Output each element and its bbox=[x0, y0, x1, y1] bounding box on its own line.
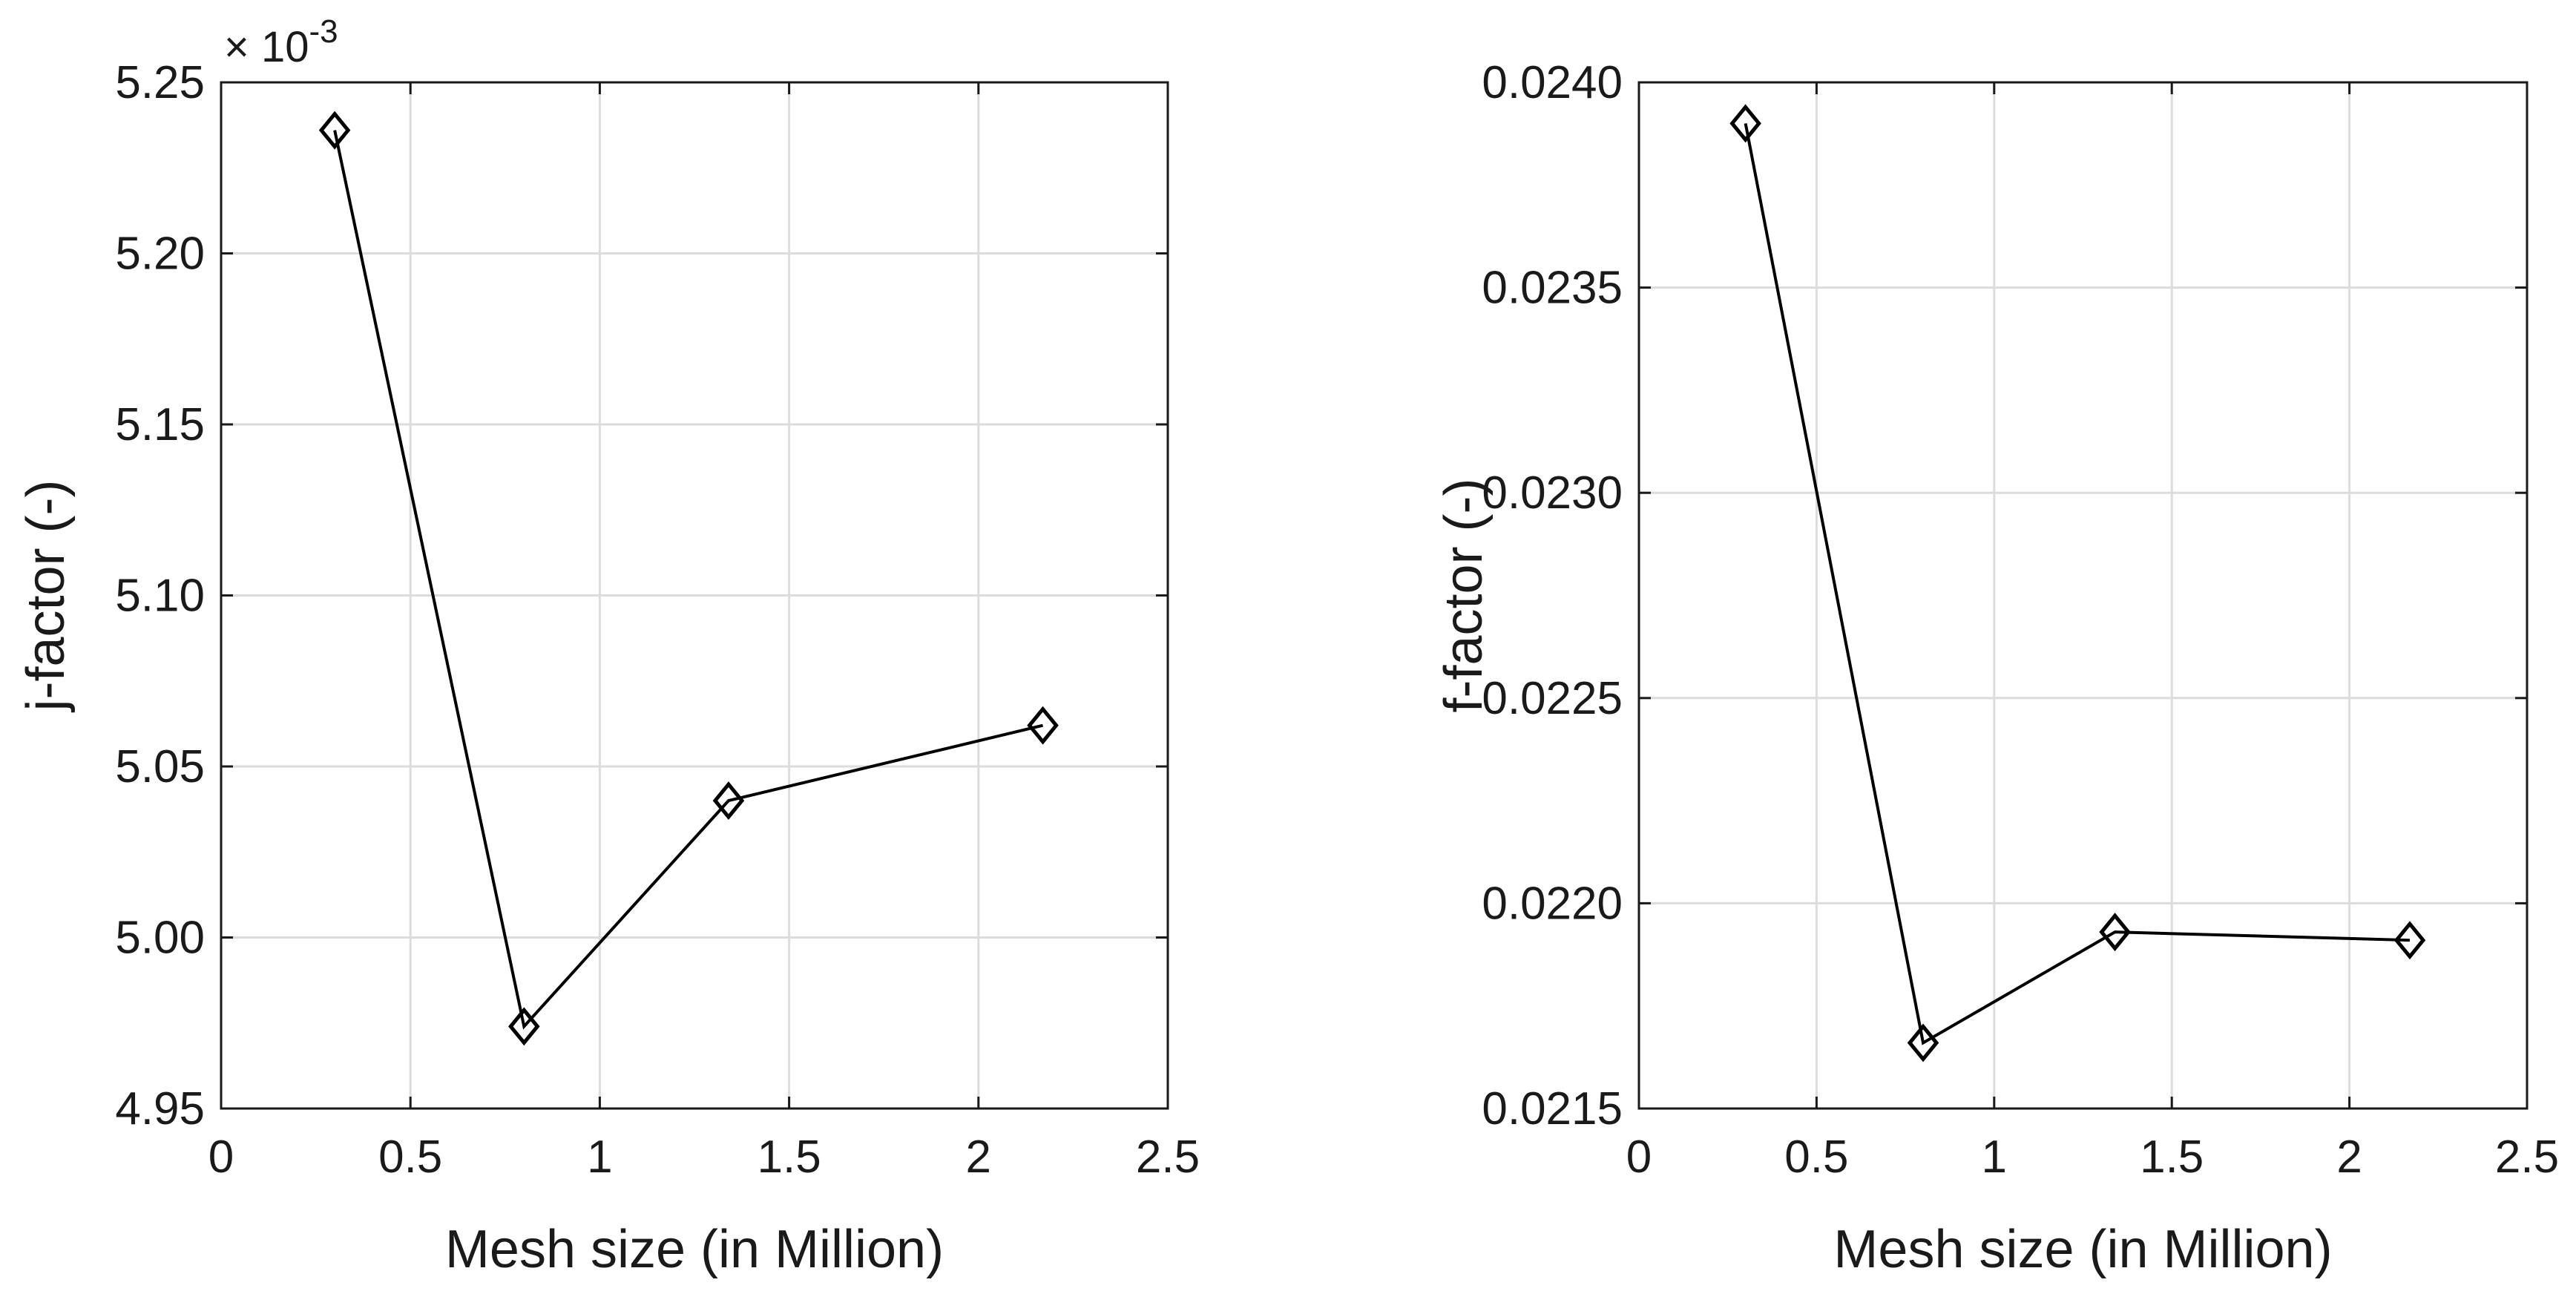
x-axis-label: Mesh size (in Million) bbox=[1833, 1220, 2332, 1279]
y-tick-label: 5.15 bbox=[115, 399, 205, 450]
y-axis-label: j-factor (-) bbox=[16, 480, 76, 713]
y-tick-label: 5.25 bbox=[115, 57, 205, 108]
x-tick-label: 0.5 bbox=[1784, 1132, 1848, 1183]
series-line bbox=[333, 130, 1044, 1030]
y-axis-label: f-factor (-) bbox=[1434, 479, 1494, 713]
y-tick-label: 4.95 bbox=[115, 1083, 205, 1134]
y-tick-label: 5.10 bbox=[115, 571, 205, 622]
x-tick-label: 2.5 bbox=[2495, 1132, 2559, 1183]
chart-f-factor: 0 0.5 1 1.5 2 2.5 0.02150.02200.02250.02300.0… bbox=[1434, 57, 2559, 1279]
x-tick-labels: 0 0.5 1 1.5 2 2.5 bbox=[1626, 1132, 2559, 1183]
exponent-power: -3 bbox=[309, 13, 338, 50]
x-tick-label: 2 bbox=[966, 1132, 991, 1183]
chart-j-factor: 0 0.5 1 1.5 2 2.5 4.95 5.00 5.05 5.10 5.15 5.20 5.2… bbox=[16, 13, 1200, 1279]
y-tick-label: 0.0235 bbox=[1482, 263, 1623, 314]
y-tick-label: 0.0230 bbox=[1482, 467, 1623, 519]
x-tick-label: 1 bbox=[1982, 1132, 2007, 1183]
axes-box bbox=[1637, 81, 2529, 1110]
x-axis-label: Mesh size (in Million) bbox=[445, 1220, 944, 1279]
x-tick-label: 2.5 bbox=[1136, 1132, 1200, 1183]
y-tick-label: 0.0240 bbox=[1482, 57, 1623, 108]
data-point bbox=[1027, 706, 1059, 745]
data-point bbox=[2099, 913, 2131, 952]
data-point bbox=[2393, 921, 2426, 960]
y-tick-label: 5.05 bbox=[115, 741, 205, 792]
x-tick-label: 1 bbox=[587, 1132, 612, 1183]
y-tick-label: 5.20 bbox=[115, 229, 205, 280]
tick-marks bbox=[1637, 81, 2529, 1110]
x-tick-label: 0 bbox=[208, 1132, 234, 1183]
data-point bbox=[318, 111, 351, 150]
data-markers bbox=[318, 111, 1059, 1046]
exponent-base: × 10 bbox=[224, 23, 309, 71]
series-line bbox=[1744, 122, 2411, 1045]
x-tick-labels: 0 0.5 1 1.5 2 2.5 bbox=[208, 1132, 1200, 1183]
x-tick-label: 1.5 bbox=[2140, 1132, 2204, 1183]
data-point bbox=[712, 781, 745, 821]
data-point bbox=[1729, 104, 1761, 143]
data-markers bbox=[1729, 104, 2426, 1063]
y-tick-label: 0.0215 bbox=[1482, 1083, 1623, 1134]
x-tick-label: 0.5 bbox=[378, 1132, 442, 1183]
x-tick-label: 0 bbox=[1626, 1132, 1652, 1183]
data-point bbox=[508, 1007, 540, 1046]
x-tick-label: 2 bbox=[2336, 1132, 2362, 1183]
y-tick-label: 0.0225 bbox=[1482, 673, 1623, 724]
x-tick-label: 1.5 bbox=[757, 1132, 821, 1183]
y-tick-labels: 0.0215 0.0220 0.0225 0.0230 0.0235 0.0240 bbox=[1482, 57, 1623, 1134]
y-tick-label: 0.0220 bbox=[1482, 878, 1623, 929]
data-point bbox=[1907, 1023, 1939, 1063]
tick-marks bbox=[220, 81, 1169, 1110]
y-tick-labels: 4.95 5.00 5.05 5.10 5.15 5.20 5.25 bbox=[115, 57, 205, 1134]
y-tick-label: 5.00 bbox=[115, 913, 205, 964]
y-axis-exponent: × 10-3 bbox=[224, 13, 338, 71]
